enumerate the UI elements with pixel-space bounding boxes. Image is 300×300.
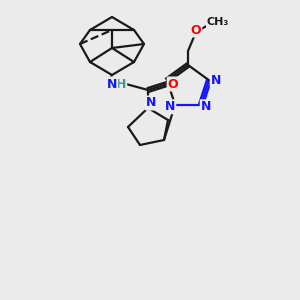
- Text: N: N: [201, 100, 211, 113]
- Text: O: O: [168, 77, 178, 91]
- Text: N: N: [211, 74, 221, 87]
- Text: N: N: [165, 100, 175, 113]
- Text: N: N: [107, 77, 117, 91]
- Text: O: O: [191, 23, 201, 37]
- Text: CH₃: CH₃: [207, 17, 229, 27]
- Text: H: H: [116, 77, 126, 91]
- Text: N: N: [146, 97, 156, 110]
